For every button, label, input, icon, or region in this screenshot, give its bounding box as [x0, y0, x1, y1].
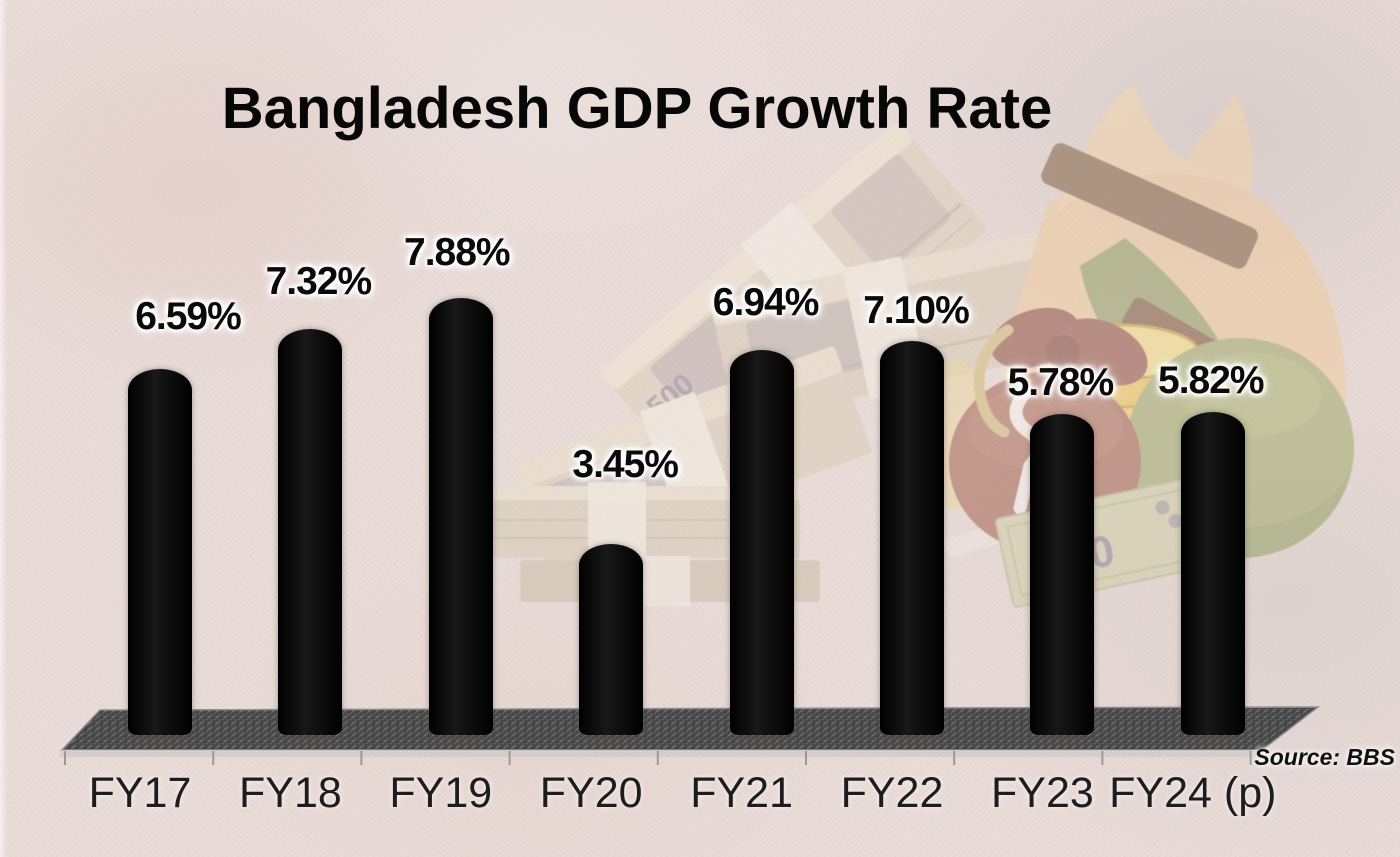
bar-value-label: 3.45%	[572, 442, 679, 486]
bar	[428, 297, 493, 735]
x-axis-label: FY19	[389, 769, 493, 817]
source-note: Source: BBS	[1254, 744, 1395, 770]
x-axis-label: FY24 (p)	[1109, 769, 1277, 817]
bar-value-label: 5.78%	[1007, 361, 1115, 405]
axis-ticks	[64, 751, 1252, 765]
bar	[128, 369, 192, 735]
bar-value-label: 6.94%	[712, 280, 820, 324]
bar	[579, 543, 644, 735]
bar-value-label: 5.82%	[1158, 358, 1265, 402]
x-axis-label: FY20	[539, 769, 643, 817]
bar-value-label: 7.88%	[404, 230, 511, 274]
x-axis-label: FY17	[88, 769, 192, 817]
x-axis-label: FY21	[690, 769, 793, 817]
x-axis-label: FY22	[840, 769, 944, 817]
page-edge-highlight	[0, 0, 7, 857]
bar-value-label: 7.32%	[265, 259, 373, 303]
bar	[1030, 414, 1095, 735]
bar	[729, 349, 794, 735]
bar-value-label: 7.10%	[863, 288, 970, 332]
bar	[278, 328, 343, 735]
x-axis-label: FY18	[239, 769, 342, 817]
x-axis-label: FY23	[991, 769, 1094, 817]
bar	[880, 340, 944, 735]
chart-title: Bangladesh GDP Growth Rate	[221, 75, 1053, 141]
bar	[1180, 411, 1245, 735]
bar-value-label: 6.59%	[135, 295, 242, 339]
